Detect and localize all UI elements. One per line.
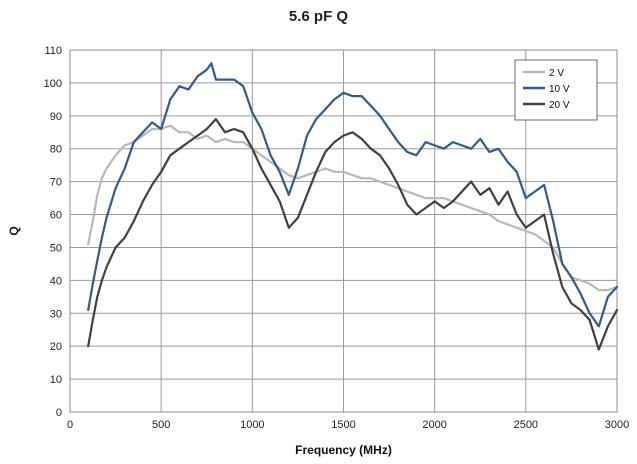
y-tick-label: 100 — [44, 78, 62, 90]
y-tick-label: 30 — [50, 308, 62, 320]
y-tick-label: 90 — [50, 111, 62, 123]
y-tick-label: 20 — [50, 341, 62, 353]
y-tick-label: 10 — [50, 374, 62, 386]
series-layer — [87, 62, 619, 351]
y-tick-label: 0 — [56, 407, 62, 419]
y-axis-title: Q — [7, 226, 21, 235]
y-tick-label: 70 — [50, 177, 62, 189]
y-axis: 0 10 20 30 40 50 60 70 80 90 100 110 — [44, 45, 62, 419]
legend-box — [514, 59, 598, 121]
x-tick-label: 2000 — [422, 419, 446, 431]
y-tick-label: 50 — [50, 242, 62, 254]
series-line-2v — [87, 124, 619, 292]
y-tick-label: 80 — [50, 144, 62, 156]
legend: 2 V 10 V 20 V — [514, 59, 598, 121]
y-tick-label: 60 — [50, 210, 62, 222]
series-line-20v — [87, 117, 619, 351]
y-tick-label: 110 — [44, 45, 62, 57]
legend-label-2v: 2 V — [549, 68, 564, 79]
plot-frame — [69, 49, 618, 413]
x-axis: 0 500 1000 1500 2000 2500 3000 — [67, 419, 629, 431]
x-tick-label: 3000 — [605, 419, 629, 431]
series-line-10v — [87, 62, 619, 328]
x-tick-label: 500 — [152, 419, 170, 431]
chart-title: 5.6 pF Q — [288, 8, 349, 25]
x-axis-title: Frequency (MHz) — [295, 443, 392, 457]
x-tick-label: 1000 — [240, 419, 264, 431]
x-tick-label: 1500 — [331, 419, 355, 431]
legend-label-10v: 10 V — [549, 84, 570, 95]
y-tick-label: 40 — [50, 275, 62, 287]
legend-label-20v: 20 V — [549, 100, 570, 111]
x-tick-label: 0 — [67, 419, 73, 431]
x-tick-label: 2500 — [514, 419, 538, 431]
